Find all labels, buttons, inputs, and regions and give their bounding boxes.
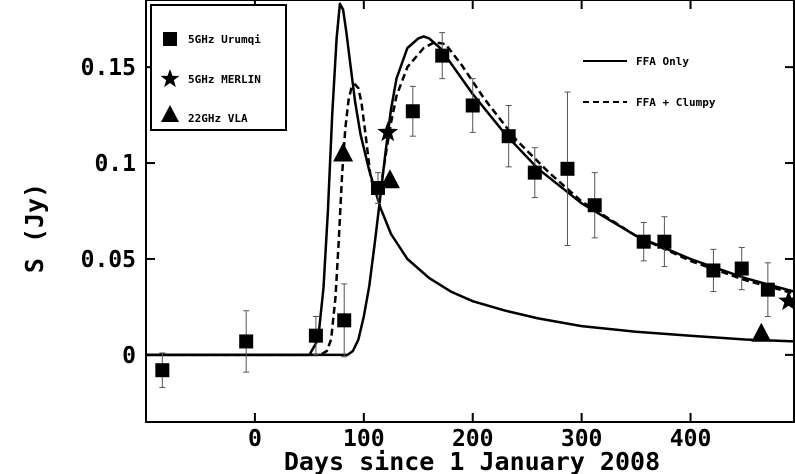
legend-markers: 5GHz Urumqi 5GHz MERLIN 22GHz VLA (150, 4, 287, 131)
vla-point (333, 142, 354, 162)
x-axis-title: Days since 1 January 2008 (284, 447, 660, 474)
y-tick-label: 0 (122, 343, 136, 369)
y-tick-label: 0.15 (81, 55, 136, 81)
vla-point (751, 322, 772, 342)
legend-square-icon (163, 32, 177, 46)
urumqi-point (501, 129, 516, 144)
x-tick-label: 0 (248, 426, 262, 452)
legend-markers-frame (150, 4, 287, 131)
x-tick-label: 200 (452, 426, 494, 452)
legend-label-urumqi: 5GHz Urumqi (188, 33, 261, 46)
urumqi-point (405, 104, 420, 119)
x-tick-label: 400 (670, 426, 712, 452)
y-tick-label: 0.05 (81, 247, 136, 273)
urumqi-point (657, 234, 672, 249)
legend-label-vla: 22GHz VLA (188, 112, 248, 125)
urumqi-point (435, 48, 450, 63)
urumqi-point (706, 263, 721, 278)
curve-ffa-only-second-component (146, 35, 795, 357)
urumqi-point (527, 165, 542, 180)
ticks-layer: 0 100 200 300 400 0 0.05 0.1 0.15 (81, 0, 794, 452)
y-axis-title: S (Jy) (20, 183, 49, 273)
urumqi-point (760, 282, 775, 297)
legend-label-ffa-clumpy: FFA + Clumpy (636, 96, 716, 109)
legend-label-ffa-only: FFA Only (636, 55, 689, 68)
plot-frame (145, 0, 795, 423)
urumqi-point (337, 313, 352, 328)
legend-curves: FFA Only FFA + Clumpy (583, 55, 716, 109)
merlin-point (377, 121, 399, 142)
legend-label-merlin: 5GHz MERLIN (188, 73, 261, 86)
curve-ffa-clumpy (146, 40, 795, 357)
markers-layer (155, 48, 795, 378)
urumqi-point (734, 261, 749, 276)
y-tick-label: 0.1 (94, 151, 136, 177)
urumqi-point (239, 334, 254, 349)
legend-star-icon (160, 69, 180, 88)
x-tick-label: 300 (561, 426, 603, 452)
urumqi-point (308, 328, 323, 343)
curves-layer (146, 2, 795, 357)
urumqi-point (587, 198, 602, 213)
urumqi-point (560, 161, 575, 176)
legend-triangle-icon (161, 105, 179, 122)
urumqi-point (155, 363, 170, 378)
urumqi-point (636, 234, 651, 249)
urumqi-point (465, 98, 480, 113)
x-tick-label: 100 (343, 426, 385, 452)
vla-point (379, 169, 400, 189)
merlin-point (778, 290, 795, 311)
urumqi-point (370, 180, 385, 195)
